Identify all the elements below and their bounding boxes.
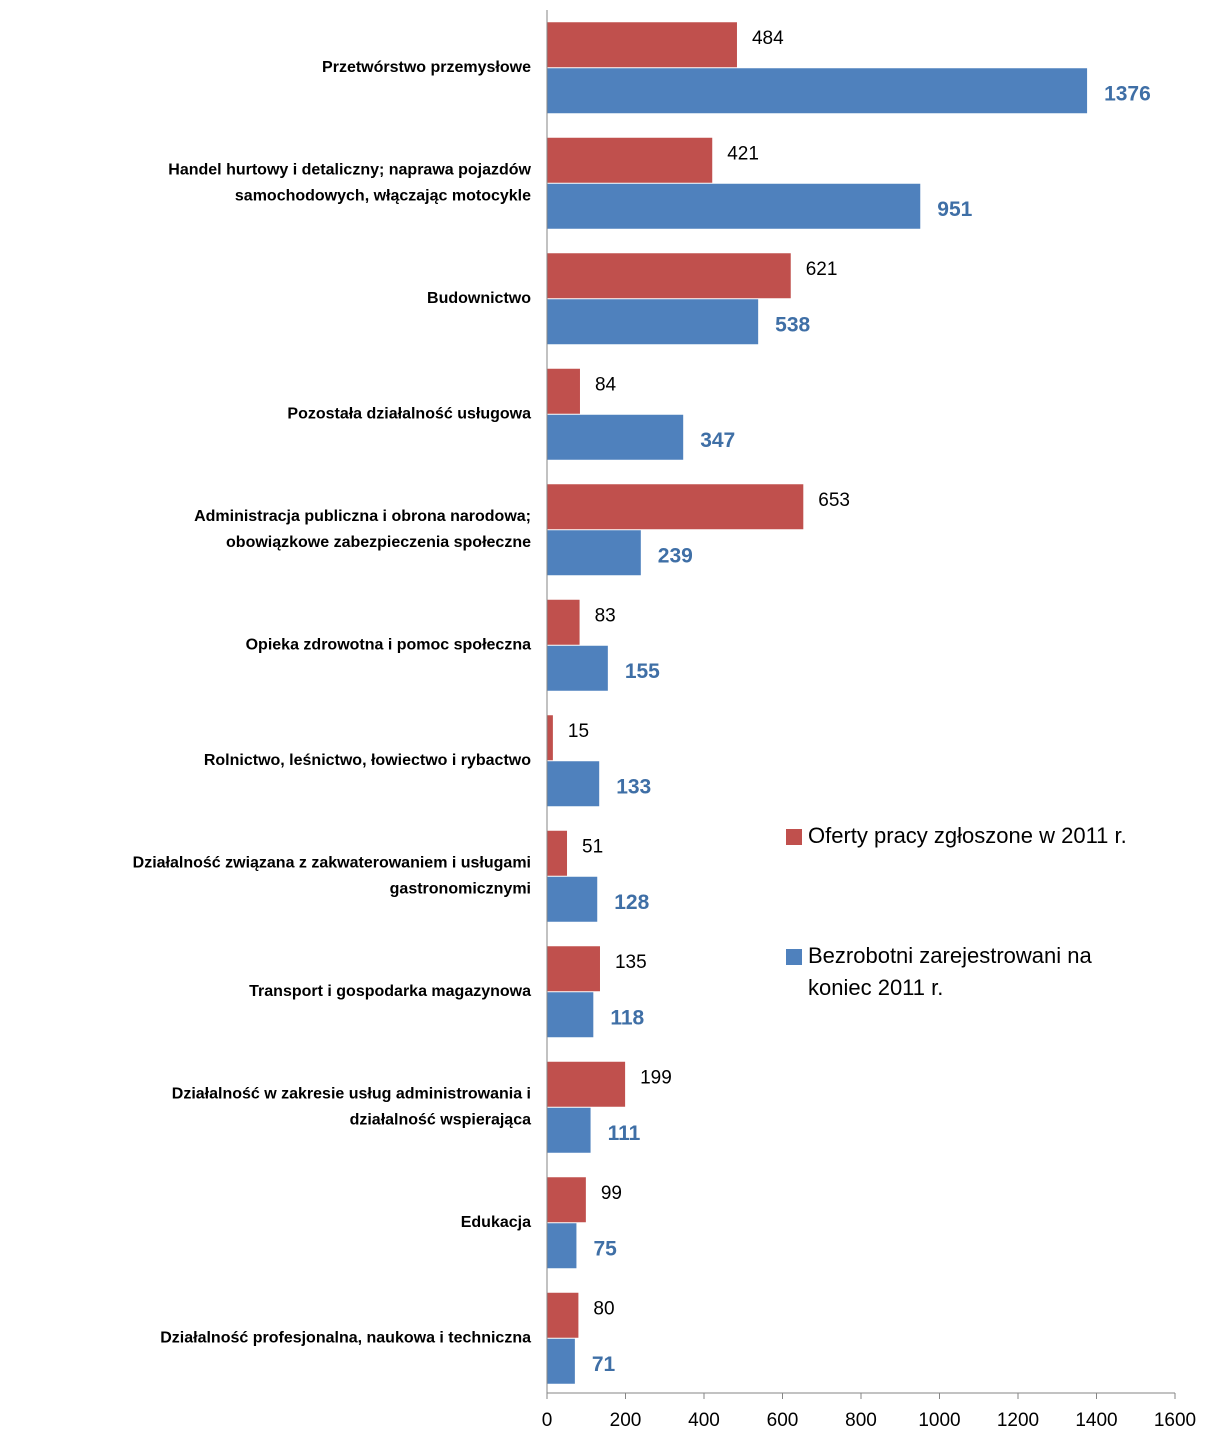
data-label-unemployed-1: 951 — [937, 198, 972, 221]
data-label-unemployed-5: 155 — [625, 660, 660, 683]
bar-unemployed-11 — [547, 1338, 575, 1384]
bar-offers-3 — [547, 368, 580, 414]
data-label-unemployed-10: 75 — [593, 1237, 617, 1260]
category-labels: Przetwórstwo przemysłowe Handel hurtowy i… — [133, 59, 532, 1347]
bar-offers-7 — [547, 830, 568, 876]
category-label-4-line-1: obowiązkowe zabezpieczenia społeczne — [226, 534, 531, 551]
x-tick-label-600: 600 — [767, 1410, 799, 1431]
category-label-9-line-0: Działalność w zakresie usług administrow… — [172, 1085, 531, 1102]
category-label-10: Edukacja — [461, 1214, 531, 1231]
data-label-offers-5: 83 — [595, 605, 616, 626]
bar-unemployed-4 — [547, 530, 641, 576]
bar-offers-0 — [547, 22, 737, 68]
data-label-unemployed-0: 1376 — [1104, 82, 1151, 105]
data-label-unemployed-11: 71 — [592, 1353, 616, 1376]
bar-unemployed-8 — [547, 992, 594, 1038]
data-label-offers-4: 653 — [818, 490, 850, 511]
data-label-offers-2: 621 — [806, 259, 838, 280]
legend-label-offers: Oferty pracy zgłoszone w 2011 r. — [808, 823, 1127, 848]
x-tick-label-1200: 1200 — [997, 1410, 1039, 1431]
data-label-unemployed-4: 239 — [658, 544, 693, 567]
category-label-8: Transport i gospodarka magazynowa — [249, 983, 531, 1000]
bar-offers-11 — [547, 1292, 579, 1338]
category-label-3: Pozostała działalność usługowa — [287, 405, 531, 422]
bar-unemployed-9 — [547, 1107, 591, 1153]
category-label-1-line-0: Handel hurtowy i detaliczny; naprawa poj… — [168, 161, 531, 178]
category-label-2: Budownictwo — [427, 290, 531, 307]
data-label-offers-8: 135 — [615, 952, 647, 973]
x-axis: 0 200 400 600 800 1000 1200 1400 1600 — [542, 10, 1196, 1431]
data-label-offers-0: 484 — [752, 28, 784, 49]
data-label-offers-6: 15 — [568, 721, 589, 742]
legend-label-unemployed-line-1: koniec 2011 r. — [808, 975, 943, 1000]
bar-unemployed-3 — [547, 414, 684, 460]
data-label-unemployed-6: 133 — [616, 775, 651, 798]
data-label-offers-3: 84 — [595, 374, 617, 395]
category-label-5: Opieka zdrowotna i pomoc społeczna — [246, 636, 531, 653]
category-label-7-line-0: Działalność związana z zakwaterowaniem i… — [133, 854, 531, 871]
category-label-1-line-1: samochodowych, włączając motocykle — [235, 187, 531, 204]
data-label-unemployed-7: 128 — [614, 891, 649, 914]
data-label-unemployed-2: 538 — [775, 313, 810, 336]
bars-layer — [547, 22, 1088, 1384]
x-tick-label-1400: 1400 — [1075, 1410, 1117, 1431]
data-label-offers-11: 80 — [593, 1298, 614, 1319]
legend-swatch-unemployed — [786, 949, 802, 965]
x-tick-label-200: 200 — [610, 1410, 642, 1431]
bar-offers-5 — [547, 599, 580, 645]
category-label-7-line-1: gastronomicznymi — [390, 880, 531, 897]
x-tick-label-1000: 1000 — [918, 1410, 960, 1431]
data-label-offers-7: 51 — [582, 836, 603, 857]
bar-offers-6 — [547, 715, 553, 761]
data-label-offers-1: 421 — [727, 143, 759, 164]
x-tick-label-400: 400 — [688, 1410, 720, 1431]
data-label-offers-9: 199 — [640, 1067, 672, 1088]
data-label-unemployed-3: 347 — [700, 429, 735, 452]
legend: Oferty pracy zgłoszone w 2011 r. Bezrobot… — [786, 823, 1127, 1000]
bar-offers-10 — [547, 1177, 586, 1223]
legend-swatch-offers — [786, 829, 802, 845]
category-label-6: Rolnictwo, leśnictwo, łowiectwo i rybact… — [204, 752, 531, 769]
x-tick-label-800: 800 — [845, 1410, 877, 1431]
bar-unemployed-5 — [547, 645, 608, 691]
bar-unemployed-2 — [547, 299, 759, 345]
data-label-offers-10: 99 — [601, 1183, 622, 1204]
category-label-4-line-0: Administracja publiczna i obrona narodow… — [194, 508, 531, 525]
bar-offers-2 — [547, 253, 791, 299]
bar-unemployed-6 — [547, 761, 600, 807]
bar-unemployed-7 — [547, 876, 598, 922]
data-labels: 484 1376 421 951 621 538 84 347 653 239 83 155 15 133… — [568, 28, 1151, 1376]
category-label-9-line-1: działalność wspierająca — [350, 1111, 532, 1128]
bar-unemployed-10 — [547, 1223, 577, 1269]
data-label-unemployed-8: 118 — [610, 1006, 644, 1029]
x-tick-label-1600: 1600 — [1154, 1410, 1196, 1431]
category-label-0: Przetwórstwo przemysłowe — [322, 59, 531, 76]
category-label-11: Działalność profesjonalna, naukowa i tec… — [160, 1329, 531, 1346]
bar-offers-1 — [547, 137, 713, 183]
data-label-unemployed-9: 111 — [608, 1122, 641, 1145]
legend-label-unemployed-line-0: Bezrobotni zarejestrowani na — [808, 943, 1092, 968]
x-tick-label-0: 0 — [542, 1410, 553, 1431]
bar-offers-4 — [547, 484, 804, 530]
bar-offers-8 — [547, 946, 600, 992]
bar-unemployed-0 — [547, 68, 1088, 114]
bar-offers-9 — [547, 1061, 626, 1107]
bar-unemployed-1 — [547, 183, 921, 229]
